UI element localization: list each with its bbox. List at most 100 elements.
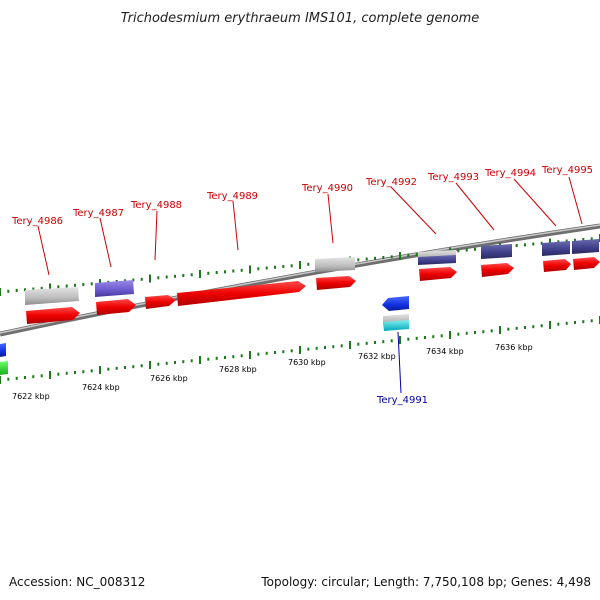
gene-label[interactable]: Tery_4988 <box>130 200 182 211</box>
minor-tick <box>57 372 60 376</box>
gene-arrow[interactable] <box>316 276 356 290</box>
minor-tick <box>32 287 35 291</box>
accession-text: Accession: NC_008312 <box>9 575 145 589</box>
gene-block[interactable] <box>418 255 456 265</box>
major-tick <box>299 261 301 269</box>
leader-line <box>232 200 239 251</box>
minor-tick <box>415 253 418 256</box>
gene-label[interactable]: Tery_4991 <box>376 395 428 406</box>
gene-block[interactable] <box>542 241 570 256</box>
gene-arrow[interactable] <box>26 307 80 324</box>
leader-line <box>327 193 334 244</box>
minor-tick <box>582 238 585 241</box>
minor-tick <box>24 288 26 292</box>
minor-tick <box>582 320 585 324</box>
scale-label: 7634 kbp <box>426 347 464 356</box>
minor-tick <box>590 319 593 323</box>
minor-tick <box>390 339 393 343</box>
gene-label[interactable]: Tery_4995 <box>541 165 593 176</box>
leader-line <box>455 182 495 231</box>
minor-tick <box>565 239 568 243</box>
minor-tick <box>132 365 135 369</box>
minor-tick <box>174 274 176 278</box>
gene-block[interactable] <box>95 280 134 297</box>
gene-label[interactable]: Tery_4992 <box>365 177 417 188</box>
minor-tick <box>482 330 485 334</box>
minor-tick <box>465 248 468 252</box>
minor-tick <box>207 271 210 275</box>
leader-line <box>513 178 557 227</box>
gene-arrow[interactable] <box>145 295 176 309</box>
minor-tick <box>290 349 293 353</box>
minor-tick <box>407 253 410 257</box>
minor-tick <box>140 277 143 281</box>
minor-tick <box>157 276 160 280</box>
gene-block[interactable] <box>383 320 409 331</box>
minor-tick <box>282 350 285 354</box>
minor-tick <box>90 369 93 373</box>
gene-block[interactable] <box>481 244 512 259</box>
minor-tick <box>524 326 526 329</box>
minor-tick <box>307 262 310 266</box>
gene-arrow[interactable] <box>543 259 571 272</box>
minor-tick <box>457 332 460 336</box>
minor-tick <box>332 345 335 349</box>
feature-row-forward <box>26 257 600 324</box>
gene-label[interactable]: Tery_4987 <box>72 208 124 219</box>
scale-label: 7636 kbp <box>495 343 533 352</box>
major-tick <box>549 321 551 329</box>
gene-arrow[interactable] <box>382 296 409 311</box>
gene-arrow[interactable] <box>96 299 136 315</box>
minor-tick <box>232 269 235 273</box>
minor-tick <box>82 370 85 374</box>
minor-tick <box>357 342 360 346</box>
minor-tick <box>140 364 143 368</box>
minor-tick <box>324 346 326 349</box>
minor-tick <box>365 257 368 261</box>
minor-tick <box>74 371 76 374</box>
minor-tick <box>274 351 276 354</box>
minor-tick <box>557 240 560 244</box>
gene-arrow[interactable] <box>481 263 514 277</box>
major-tick <box>149 361 151 369</box>
minor-tick <box>65 284 68 288</box>
gene-arrow[interactable] <box>419 267 457 281</box>
minor-tick <box>265 351 268 355</box>
gene-arrow[interactable] <box>573 257 600 270</box>
scale-label: 7624 kbp <box>82 383 120 392</box>
gene-label[interactable]: Tery_4994 <box>484 168 536 179</box>
gene-label[interactable]: Tery_4990 <box>301 183 353 194</box>
gene-block[interactable] <box>25 287 79 305</box>
minor-tick <box>440 334 443 338</box>
minor-tick <box>390 255 393 259</box>
gene-label[interactable]: Tery_4986 <box>11 216 63 227</box>
gene-label[interactable]: Tery_4989 <box>206 191 258 202</box>
minor-tick <box>132 278 135 282</box>
minor-tick <box>157 362 160 366</box>
gene-arrow[interactable] <box>177 281 306 306</box>
minor-tick <box>282 265 285 268</box>
major-tick <box>0 376 1 384</box>
scale-label: 7630 kbp <box>288 358 326 367</box>
scale-label: 7626 kbp <box>150 374 188 383</box>
genome-backbone <box>0 223 600 337</box>
genome-summary-text: Topology: circular; Length: 7,750,108 bp… <box>260 575 591 589</box>
gene-block[interactable] <box>315 257 355 272</box>
gene-block[interactable] <box>0 361 8 375</box>
minor-tick <box>524 243 526 247</box>
gene-block[interactable] <box>0 343 6 357</box>
gene-label[interactable]: Tery_4993 <box>427 172 479 183</box>
minor-tick <box>40 374 43 378</box>
gene-labels-top: Tery_4986 Tery_4987 Tery_4988 Tery_4989 … <box>11 165 593 227</box>
gene-block[interactable] <box>572 239 599 254</box>
minor-tick <box>7 289 10 293</box>
leader-line <box>37 225 50 276</box>
major-tick <box>0 288 1 296</box>
minor-tick <box>315 346 318 350</box>
scale-label: 7628 kbp <box>219 365 257 374</box>
minor-tick <box>57 285 60 289</box>
minor-tick <box>190 273 193 277</box>
major-tick <box>249 265 251 274</box>
minor-tick <box>574 238 576 242</box>
minor-tick <box>224 356 226 359</box>
